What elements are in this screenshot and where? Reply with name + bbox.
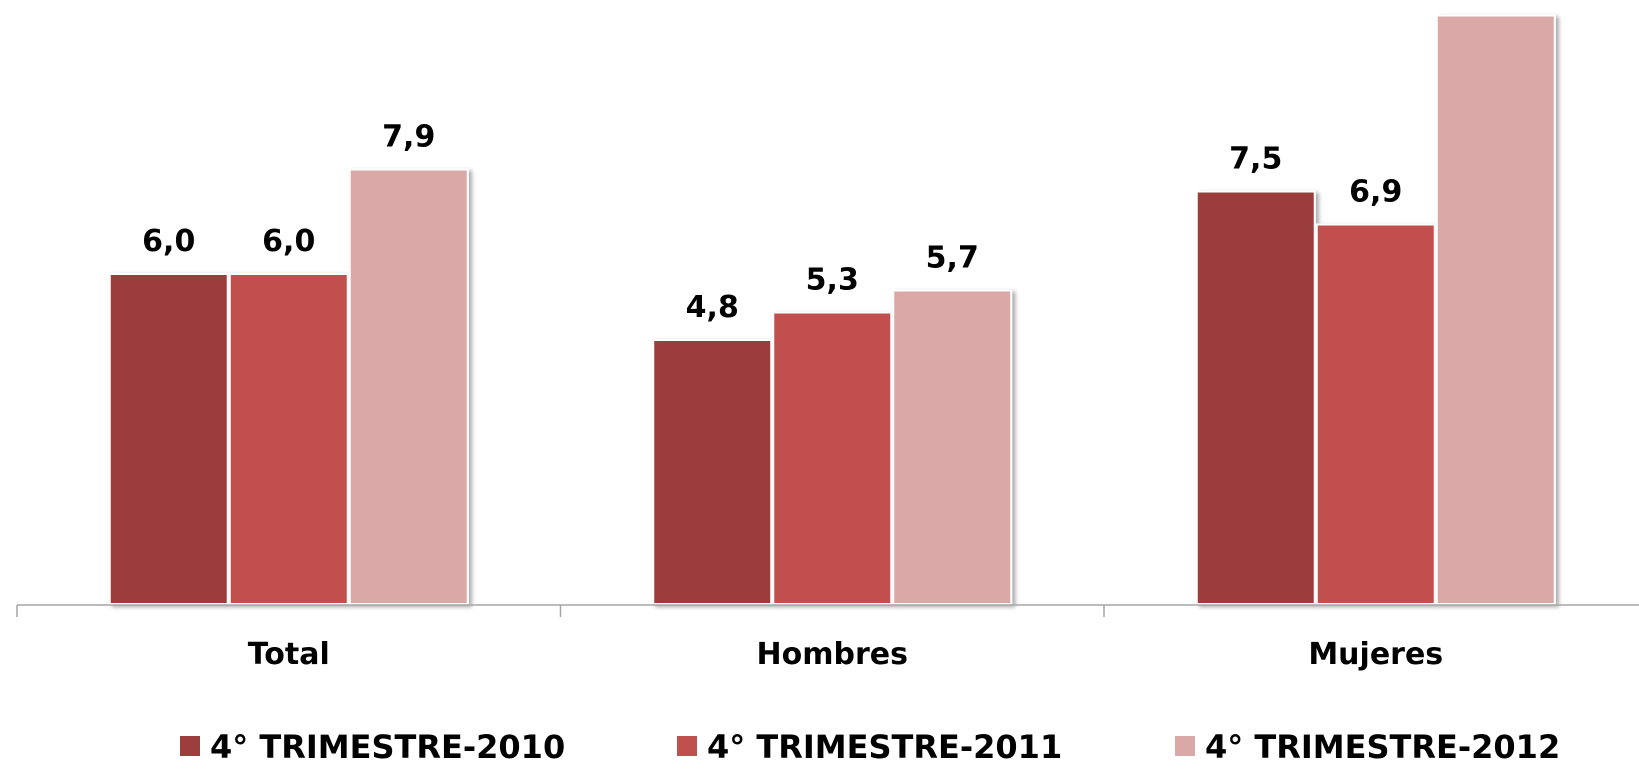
value-label: 5,7 (926, 241, 979, 276)
bars-group (108, 14, 1556, 605)
bar-mujeres-series-1 (1195, 190, 1316, 605)
bar-hombres-series-1 (652, 339, 773, 605)
legend-swatch (677, 736, 697, 756)
legend-swatch (1175, 736, 1195, 756)
x-axis: Total Hombres Mujeres (16, 604, 1639, 672)
bar-total-series-2 (228, 273, 349, 605)
legend-label: 4° TRIMESTRE-2011 (707, 728, 1062, 766)
bar-total-series-3 (348, 168, 469, 605)
value-label: 10,7 (1459, 0, 1533, 1)
legend-swatch (180, 736, 200, 756)
bar-total-series-1 (108, 273, 229, 605)
bar-hombres-series-2 (772, 311, 893, 605)
value-label: 6,9 (1349, 175, 1402, 210)
bar-hombres-series-3 (892, 289, 1013, 605)
category-label-total: Total (248, 637, 330, 672)
category-label-mujeres: Mujeres (1308, 637, 1443, 672)
legend-label: 4° TRIMESTRE-2010 (210, 728, 565, 766)
value-label: 5,3 (806, 263, 859, 298)
legend-label: 4° TRIMESTRE-2012 (1205, 728, 1560, 766)
category-label-hombres: Hombres (757, 637, 908, 672)
value-label: 6,0 (142, 224, 195, 259)
bar-mujeres-series-2 (1315, 223, 1436, 605)
bar-mujeres-series-3 (1435, 14, 1556, 605)
value-label: 4,8 (686, 290, 739, 325)
value-label: 7,9 (382, 120, 435, 155)
value-label: 7,5 (1229, 142, 1282, 177)
value-labels-group: 6,0 6,0 7,9 4,8 5,3 5,7 7,5 6,9 10,7 (142, 0, 1533, 325)
value-label: 6,0 (262, 224, 315, 259)
legend: 4° TRIMESTRE-2010 4° TRIMESTRE-2011 4° TRI… (180, 728, 1560, 766)
